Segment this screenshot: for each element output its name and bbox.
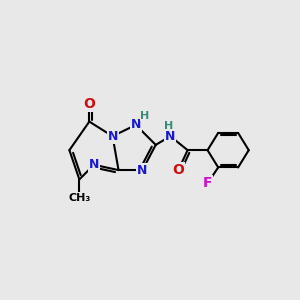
Text: N: N	[107, 130, 118, 143]
Text: O: O	[172, 163, 184, 177]
Text: F: F	[203, 176, 212, 190]
Text: CH₃: CH₃	[68, 193, 91, 203]
Text: N: N	[89, 158, 99, 171]
Text: O: O	[83, 97, 95, 111]
Text: H: H	[164, 121, 174, 131]
Text: H: H	[140, 111, 150, 121]
Text: N: N	[130, 118, 141, 131]
Text: N: N	[165, 130, 176, 143]
Text: N: N	[137, 164, 148, 177]
